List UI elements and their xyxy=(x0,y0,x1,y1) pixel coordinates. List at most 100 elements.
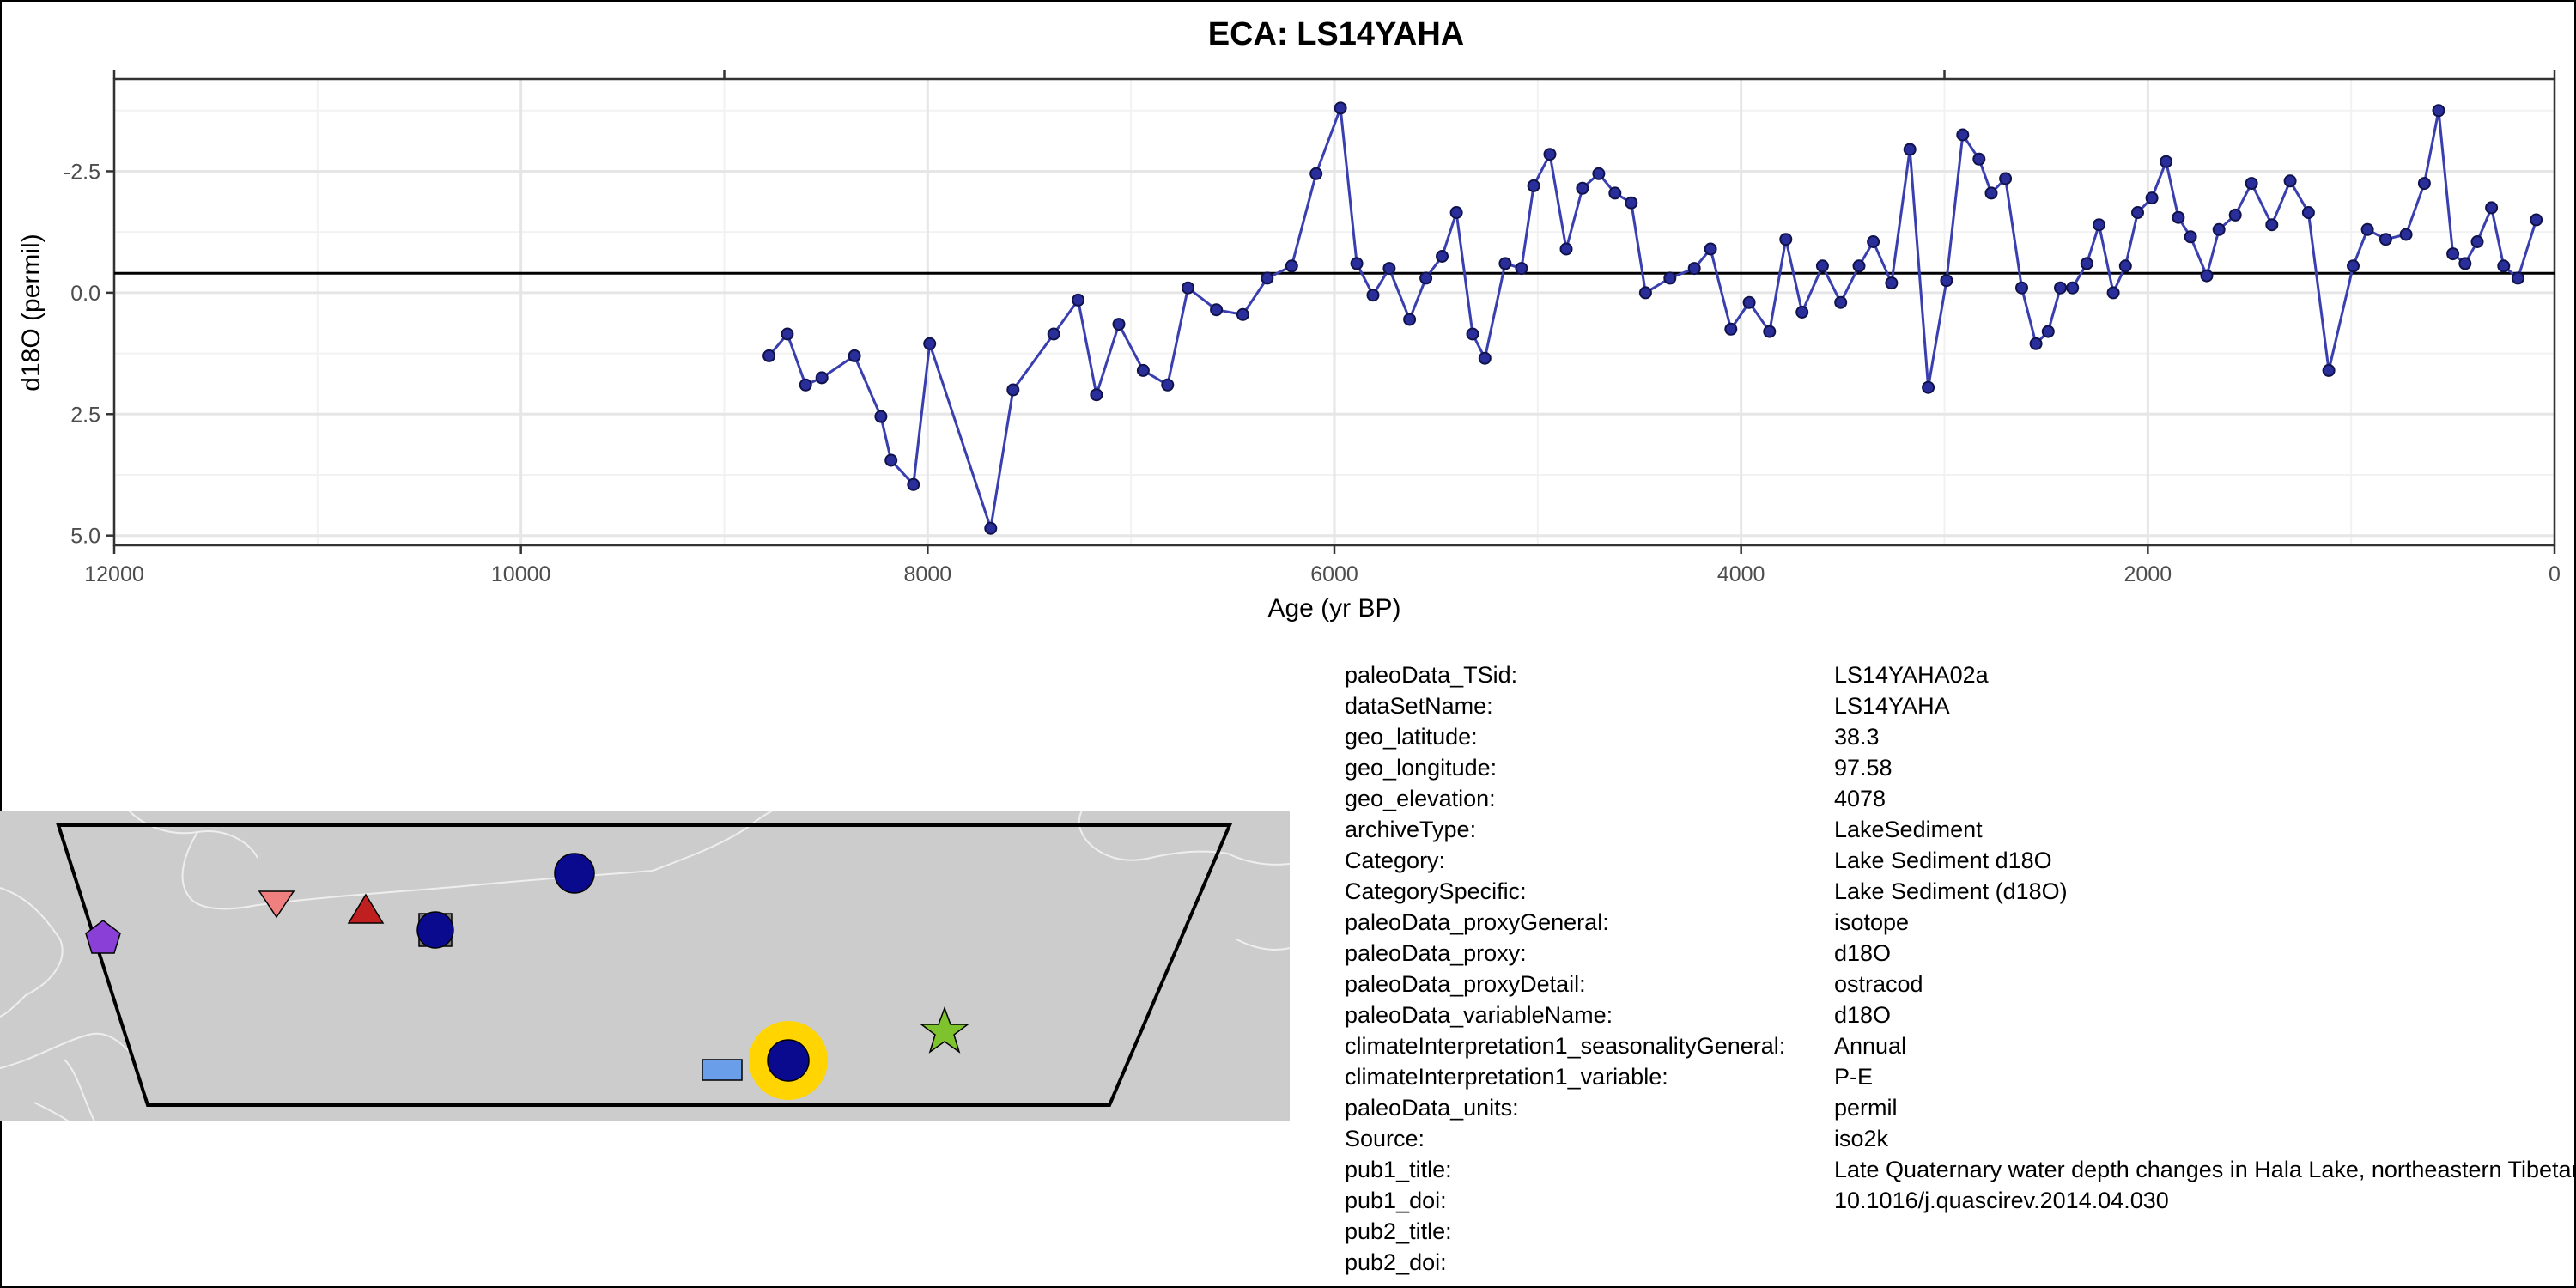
data-point xyxy=(2417,177,2431,191)
data-point xyxy=(2360,222,2374,236)
data-point xyxy=(1236,307,1249,321)
data-point xyxy=(2245,177,2258,191)
data-point xyxy=(1815,259,1829,273)
metadata-value: Lake Sediment (d18O) xyxy=(1834,878,2068,904)
metadata-value: 10.1016/j.quascirev.2014.04.030 xyxy=(1834,1188,2169,1213)
data-point xyxy=(1449,206,1463,219)
data-point xyxy=(1136,363,1150,377)
metadata-row: pub1_doi: 10.1016/j.quascirev.2014.04.030 xyxy=(1345,1185,2574,1216)
metadata-value: d18O xyxy=(1834,1002,1892,1028)
data-point xyxy=(762,349,776,362)
data-point xyxy=(1419,271,1433,285)
data-point xyxy=(1940,274,1953,288)
data-point xyxy=(1498,257,1512,270)
metadata-row: Category: Lake Sediment d18O xyxy=(1345,845,2574,876)
marker-triangle-down xyxy=(258,890,295,919)
marker-star xyxy=(919,1005,970,1054)
metadata-row: geo_elevation: 4078 xyxy=(1345,783,2574,814)
data-point xyxy=(2184,230,2197,244)
y-tick-label: 0.0 xyxy=(70,282,100,306)
metadata-row: climateInterpretation1_seasonalityGenera… xyxy=(1345,1030,2574,1061)
data-point xyxy=(1285,259,1298,273)
data-point xyxy=(1592,167,1606,180)
data-point xyxy=(2322,363,2336,377)
data-point xyxy=(1403,313,1417,326)
data-point xyxy=(1576,181,1589,195)
x-tick-label: 6000 xyxy=(1310,562,1358,586)
marker-pentagon xyxy=(85,920,121,954)
data-point xyxy=(2106,286,2120,300)
data-point xyxy=(2093,218,2105,232)
data-point xyxy=(2265,218,2279,232)
x-axis-label: Age (yr BP) xyxy=(1267,594,1400,623)
marker-triangle-up xyxy=(347,893,385,924)
metadata-value: 4078 xyxy=(1834,786,1886,811)
data-point xyxy=(1309,167,1323,180)
metadata-key: CategorySpecific: xyxy=(1345,878,1527,904)
metadata-key: archiveType: xyxy=(1345,817,1477,842)
x-tick-label: 4000 xyxy=(1717,562,1765,586)
data-point xyxy=(1543,148,1557,161)
data-point xyxy=(2379,233,2392,246)
data-point xyxy=(2458,257,2472,270)
data-point xyxy=(2347,259,2360,273)
top-axis-ticks xyxy=(112,70,2556,79)
metadata-value: permil xyxy=(1834,1095,1898,1121)
data-point xyxy=(1210,303,1224,317)
metadata-row: paleoData_TSid: LS14YAHA02a xyxy=(1345,659,2574,690)
data-point xyxy=(815,371,829,385)
data-point xyxy=(1742,295,1756,309)
chart-title: ECA: LS14YAHA xyxy=(1208,16,1464,52)
metadata-key: paleoData_units: xyxy=(1345,1095,1519,1121)
data-point xyxy=(2212,222,2226,236)
data-point xyxy=(884,453,898,467)
metadata-key: pub2_doi: xyxy=(1345,1249,1447,1275)
data-point xyxy=(1638,286,1652,300)
data-point xyxy=(1006,383,1020,397)
metadata-key: paleoData_proxy: xyxy=(1345,940,1527,966)
metadata-value: 38.3 xyxy=(1834,724,1880,750)
data-point xyxy=(874,410,888,423)
metadata-value: Lake Sediment d18O xyxy=(1834,848,2052,873)
data-point xyxy=(2497,259,2511,273)
data-point xyxy=(2511,271,2524,285)
metadata-row: paleoData_units: permil xyxy=(1345,1092,2574,1123)
data-point xyxy=(2470,235,2484,248)
metadata-value: d18O xyxy=(1834,940,1892,966)
data-point xyxy=(1334,101,1347,115)
data-point xyxy=(2172,210,2185,224)
data-point xyxy=(2399,228,2413,241)
data-point xyxy=(1478,351,1492,365)
data-point xyxy=(1867,235,1880,248)
site-map xyxy=(0,811,1290,1121)
metadata-key: geo_latitude: xyxy=(1345,724,1478,750)
metadata-row: Source: iso2k xyxy=(1345,1123,2574,1154)
data-point xyxy=(1559,242,1573,256)
data-point xyxy=(1663,271,1677,285)
data-point xyxy=(2228,208,2242,222)
data-point xyxy=(1885,276,1899,290)
data-point xyxy=(1608,186,1622,200)
metadata-value: isotope xyxy=(1834,909,1910,935)
data-point xyxy=(1261,271,1274,285)
x-tick-label: 12000 xyxy=(84,562,144,586)
data-point xyxy=(1047,327,1060,341)
marker-circle xyxy=(416,911,454,949)
metadata-key: paleoData_TSid: xyxy=(1345,662,1518,688)
metadata-value: P-E xyxy=(1834,1064,1874,1090)
y-tick-label: -2.5 xyxy=(64,160,100,184)
data-point xyxy=(2301,206,2315,219)
data-point xyxy=(1852,259,1866,273)
metadata-key: geo_longitude: xyxy=(1345,755,1498,781)
data-point xyxy=(1956,128,1970,142)
data-point xyxy=(2160,155,2173,168)
metadata-row: climateInterpretation1_variable: P-E xyxy=(1345,1061,2574,1092)
data-point xyxy=(781,327,794,341)
data-point xyxy=(2485,201,2499,215)
data-point xyxy=(1436,250,1449,263)
data-point xyxy=(1466,327,1479,341)
x-tick-label: 8000 xyxy=(904,562,952,586)
data-point xyxy=(2054,281,2067,295)
series-points xyxy=(762,101,2543,535)
